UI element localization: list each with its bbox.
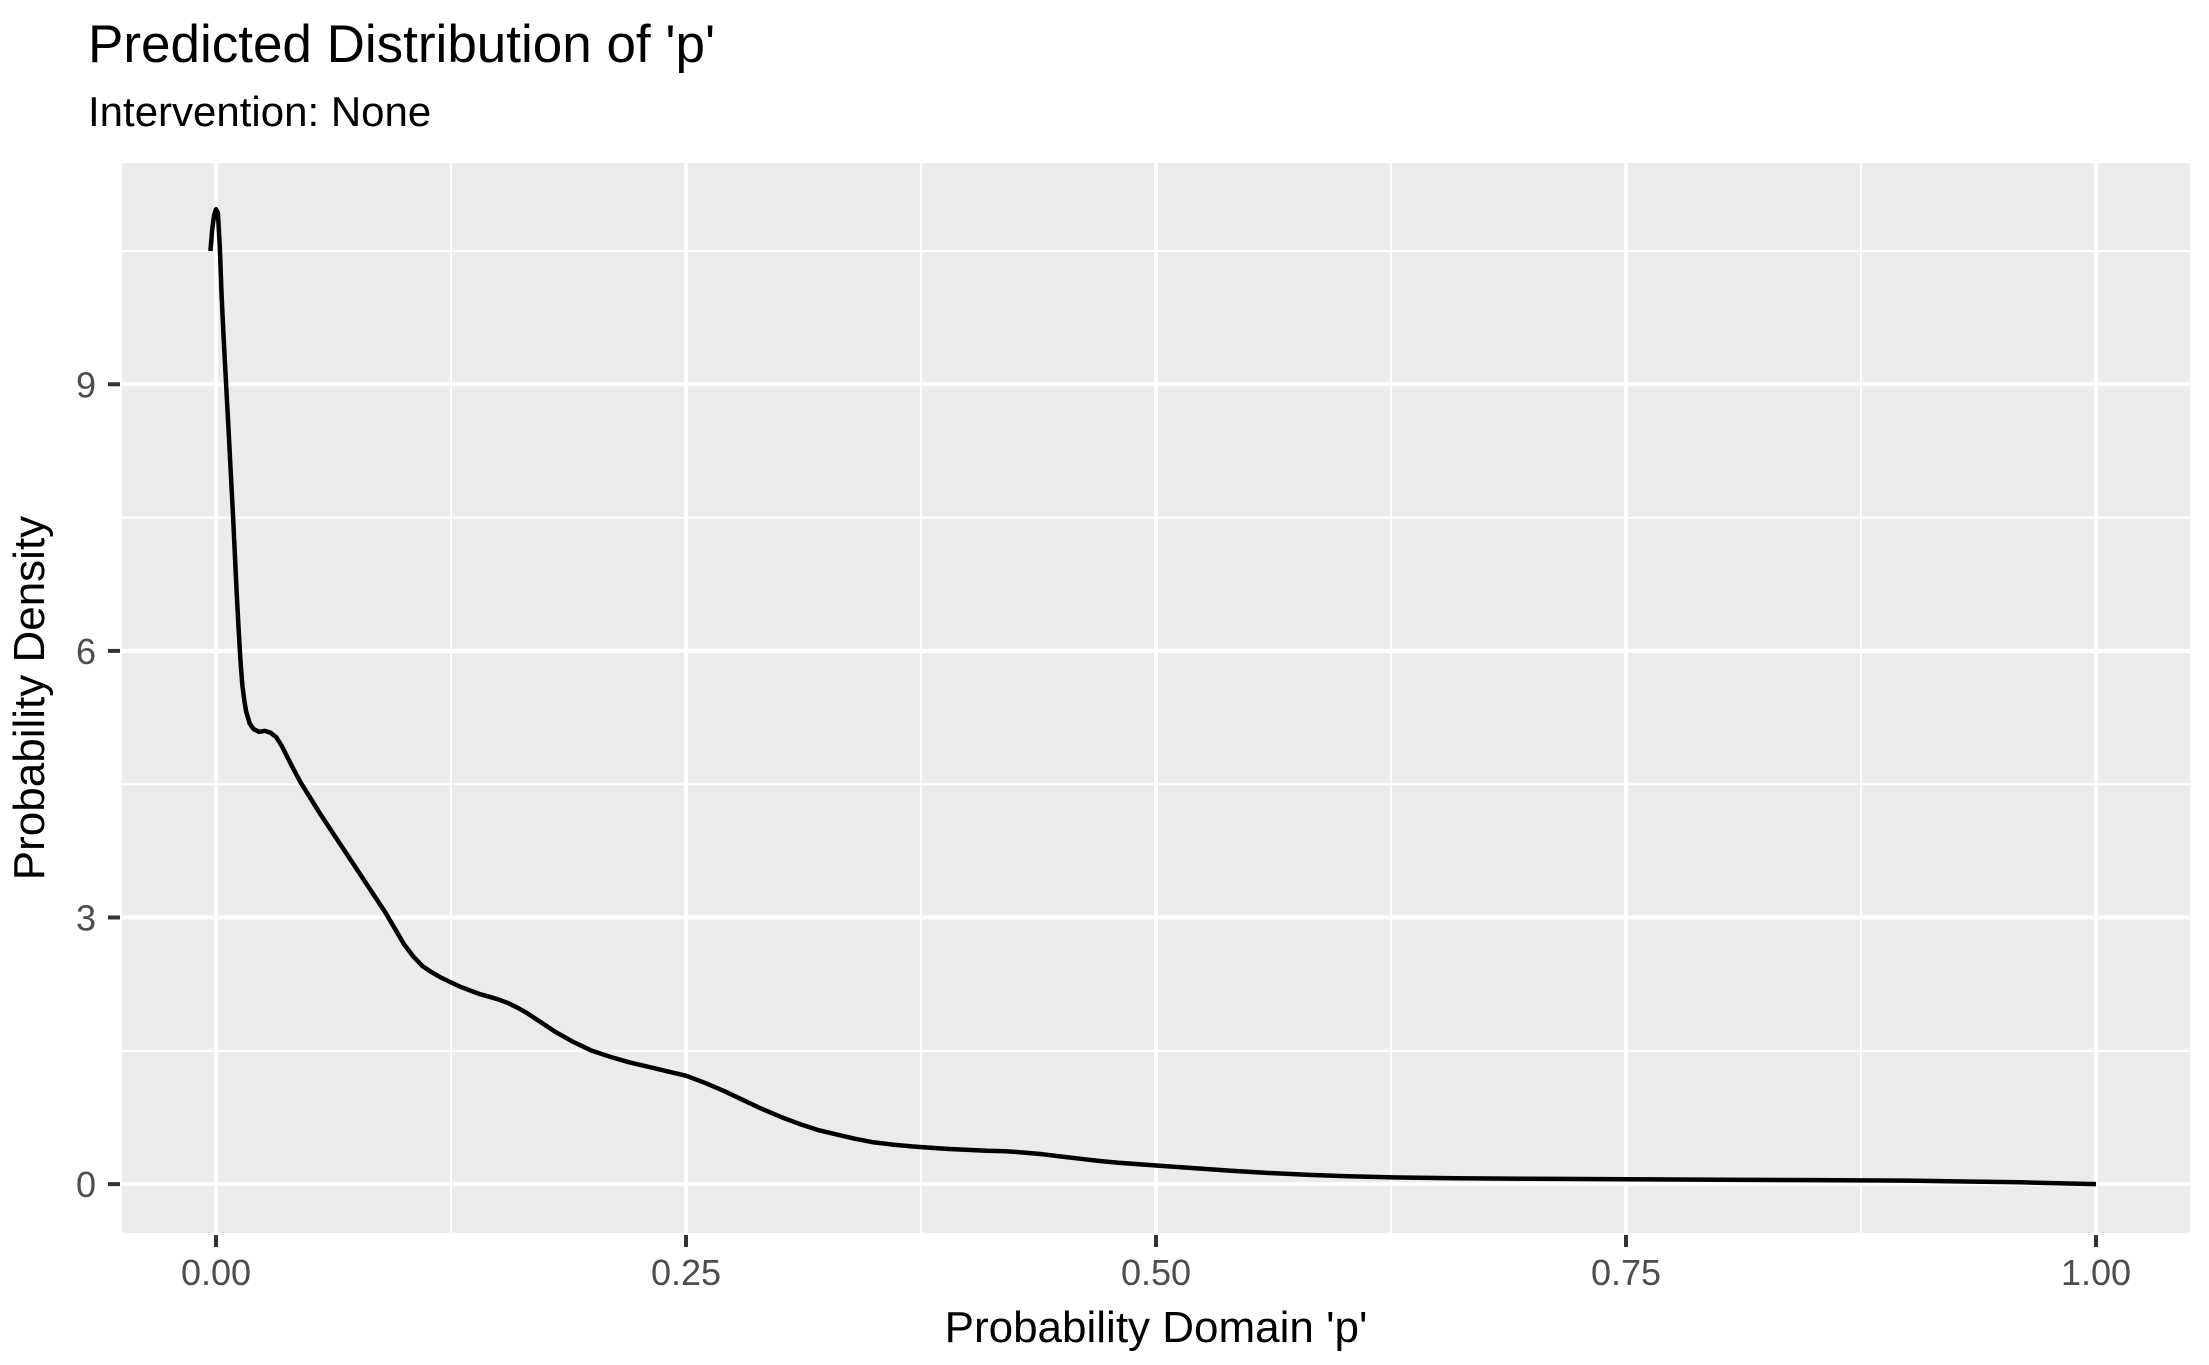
y-axis-title: Probability Density [5,516,54,880]
x-tick-label: 0.75 [1591,1252,1661,1293]
density-curve [208,206,2097,1187]
plot-title: Predicted Distribution of 'p' [88,15,716,74]
x-axis-title: Probability Domain 'p' [945,1303,1368,1352]
x-tick-label: 0.25 [651,1252,721,1293]
axis-tick-marks [108,382,2098,1247]
x-tick-label: 1.00 [2061,1252,2131,1293]
x-tick-label: 0.50 [1121,1252,1191,1293]
x-tick-label: 0.00 [181,1252,251,1293]
major-gridlines [122,163,2190,1233]
y-tick-label: 0 [76,1164,96,1205]
y-tick-label: 3 [76,898,96,939]
axis-tick-labels: 0.00 0.25 0.50 0.75 1.00 0 3 6 9 [76,364,2131,1293]
y-tick-label: 9 [76,364,96,405]
y-tick-label: 6 [76,631,96,672]
plot-subtitle: Intervention: None [88,88,432,135]
